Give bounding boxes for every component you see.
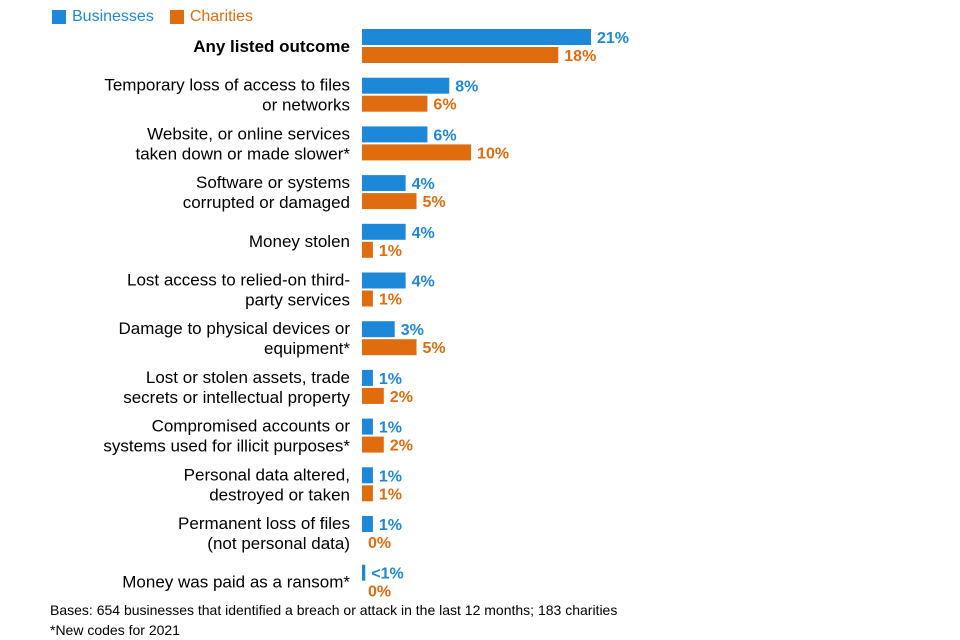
data-label-businesses: 3% [401, 322, 424, 339]
bar-charities [362, 290, 373, 307]
bar-chart: Any listed outcome 21%18% Temporary loss o… [103, 29, 629, 600]
bar-businesses [362, 418, 373, 435]
bar-businesses [362, 321, 395, 338]
footnotes: Bases: 654 businesses that identified a … [50, 600, 617, 640]
bar-businesses [362, 516, 373, 532]
data-label-charities: 2% [390, 389, 413, 406]
data-label-charities: 0% [368, 535, 391, 552]
data-label-charities: 5% [423, 340, 446, 357]
legend-swatch-businesses [52, 10, 66, 24]
category-label: Any listed outcome [193, 37, 350, 56]
bar-charities [362, 436, 384, 453]
category-label: Damage to physical devices or equipment* [118, 319, 350, 358]
data-label-charities: 1% [379, 486, 402, 503]
category-label: Software or systems corrupted or damaged [183, 173, 350, 212]
bar-charities [362, 144, 472, 161]
category-label: Lost access to relied-on third-party ser… [127, 271, 350, 310]
legend-item-charities: Charities [169, 8, 253, 26]
legend-swatch-charities [169, 10, 184, 24]
bar-charities [362, 241, 373, 258]
legend-label-businesses: Businesses [72, 8, 154, 25]
bar-charities [362, 47, 559, 63]
data-label-charities: 6% [433, 97, 456, 114]
footnote-bases: Bases: 654 businesses that identified a … [50, 602, 618, 618]
data-label-businesses: 4% [412, 274, 435, 291]
data-label-businesses: 1% [379, 468, 402, 485]
footnote-new-codes: *New codes for 2021 [50, 622, 180, 638]
bar-businesses [362, 29, 591, 45]
bar-businesses [362, 272, 406, 289]
bar-businesses [362, 564, 366, 581]
data-label-businesses: 1% [379, 371, 402, 388]
data-label-charities: 1% [379, 292, 402, 309]
data-label-charities: 5% [423, 194, 446, 211]
data-label-businesses: 4% [412, 176, 435, 193]
data-label-charities: 1% [379, 243, 402, 260]
bar-charities [362, 193, 417, 210]
data-label-businesses: 8% [455, 79, 478, 96]
data-label-businesses: 1% [379, 517, 402, 534]
category-label: Website, or online services taken down or… [135, 124, 350, 163]
bar-businesses [362, 126, 428, 143]
data-label-charities: 0% [368, 584, 391, 600]
data-label-businesses: <1% [371, 566, 403, 583]
bar-charities [362, 95, 428, 112]
bar-charities [362, 485, 373, 502]
data-label-charities: 10% [477, 145, 509, 162]
category-label: Personal data altered, destroyed or taken [184, 465, 350, 504]
legend-item-businesses: Businesses [52, 8, 154, 26]
bar-charities [362, 387, 384, 404]
legend-label-charities: Charities [189, 8, 253, 25]
data-label-businesses: 21% [597, 30, 629, 47]
bar-businesses [362, 175, 406, 192]
bar-businesses [362, 223, 406, 240]
bar-businesses [362, 369, 373, 386]
data-label-charities: 2% [390, 438, 413, 455]
bar-charities [362, 339, 417, 356]
category-label: Compromised accounts or systems used for … [103, 417, 350, 456]
category-label: Money stolen [249, 232, 350, 251]
category-label: Permanent loss of files (not personal dat… [178, 514, 350, 553]
bar-businesses [362, 467, 373, 484]
category-label: Money was paid as a ransom* [122, 573, 350, 592]
data-label-businesses: 6% [433, 127, 456, 144]
bar-businesses [362, 77, 450, 94]
category-label: Temporary loss of access to files or netw… [104, 76, 350, 115]
data-label-charities: 18% [564, 48, 596, 65]
category-label: Lost or stolen assets, trade secrets or i… [123, 368, 350, 407]
chart-legend: Businesses Charities [52, 8, 269, 26]
data-label-businesses: 1% [379, 420, 402, 437]
data-label-businesses: 4% [412, 225, 435, 242]
